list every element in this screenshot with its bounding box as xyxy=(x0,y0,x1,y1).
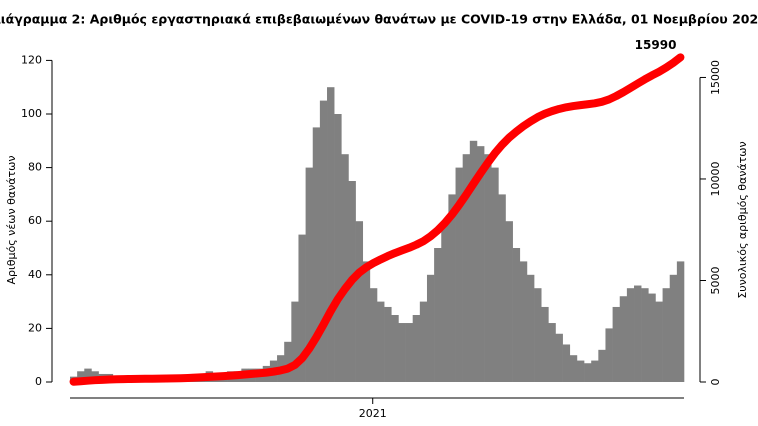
bar xyxy=(541,306,549,382)
bar xyxy=(469,140,478,382)
y2-tick-label: 0 xyxy=(709,379,722,386)
bar xyxy=(591,360,599,382)
bar xyxy=(526,274,535,382)
y-tick-label: 120 xyxy=(21,53,42,66)
bar xyxy=(662,288,671,382)
bar xyxy=(676,261,685,382)
bar xyxy=(498,194,506,382)
bar xyxy=(669,274,678,382)
bar xyxy=(491,167,499,382)
bar xyxy=(319,100,328,382)
bar xyxy=(519,261,528,382)
bar xyxy=(377,301,385,382)
bar xyxy=(626,288,635,382)
bar xyxy=(369,288,378,382)
bar xyxy=(534,288,542,382)
y-tick-label: 0 xyxy=(35,375,42,388)
bar xyxy=(305,167,314,382)
y-tick-label: 100 xyxy=(21,107,42,120)
y-tick-label: 60 xyxy=(28,214,42,227)
bar xyxy=(512,248,521,382)
x-tick-label: 2021 xyxy=(359,407,387,420)
y-tick-label: 40 xyxy=(28,268,42,281)
bar xyxy=(655,301,663,382)
bar xyxy=(412,315,421,382)
annotation: 15990 xyxy=(635,38,677,52)
y-tick-label: 20 xyxy=(28,321,42,334)
bar xyxy=(612,306,621,382)
chart-title: Διάγραμμα 2: Αριθμός εργαστηριακά επιβεβ… xyxy=(0,12,758,27)
cumulative-line xyxy=(69,53,685,386)
bar xyxy=(384,306,392,382)
y2-axis-label: Συνολικός αριθμός θανάτων xyxy=(736,141,749,298)
bar xyxy=(398,323,406,382)
bar xyxy=(448,194,456,382)
bar xyxy=(634,285,642,382)
bar xyxy=(291,301,299,382)
bar xyxy=(598,349,606,382)
bar xyxy=(605,328,613,382)
y2-tick-label: 10000 xyxy=(709,161,722,196)
y2-tick-label: 15000 xyxy=(709,60,722,95)
y-tick-label: 80 xyxy=(28,161,42,174)
bar xyxy=(462,154,471,382)
bar xyxy=(476,146,485,382)
bar xyxy=(334,114,342,382)
bar xyxy=(284,341,292,382)
bar xyxy=(341,154,349,382)
bar xyxy=(505,221,513,382)
bar xyxy=(391,315,399,382)
y-axis-label: Αριθμός νέων θανάτων xyxy=(5,156,18,285)
bar xyxy=(362,261,371,382)
bar xyxy=(641,288,649,382)
bar xyxy=(619,296,628,382)
bar xyxy=(548,323,556,382)
bar xyxy=(426,274,435,382)
bar xyxy=(569,355,578,382)
bar xyxy=(648,293,656,382)
bar xyxy=(84,368,92,382)
bar xyxy=(576,360,585,382)
bar xyxy=(584,363,592,382)
bar xyxy=(298,234,306,382)
bar xyxy=(419,301,428,382)
bar xyxy=(484,154,492,382)
bar xyxy=(434,248,442,382)
bar xyxy=(455,167,463,382)
bar xyxy=(355,221,364,382)
y2-tick-label: 5000 xyxy=(709,266,722,294)
bar xyxy=(327,87,335,382)
bar xyxy=(312,127,321,383)
bar xyxy=(555,333,563,382)
bar xyxy=(77,371,85,382)
bar xyxy=(441,221,449,382)
bar xyxy=(405,323,413,382)
bar xyxy=(562,344,571,382)
